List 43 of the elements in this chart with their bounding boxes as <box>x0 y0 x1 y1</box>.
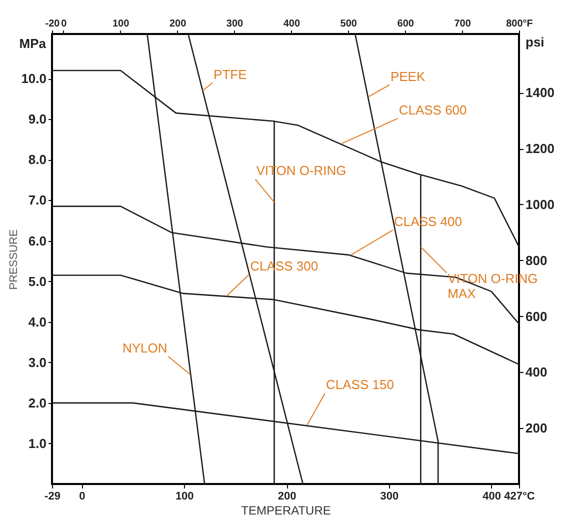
y-tick-label: 4.0 <box>28 314 46 330</box>
x2-tick-label: 500 <box>340 18 358 30</box>
x2-tick-label: -20 <box>45 18 60 30</box>
text: MPa <box>19 36 47 51</box>
y2-tick-label: 200 <box>526 420 548 436</box>
x-axis-title: TEMPERATURE <box>241 504 331 518</box>
x2-tick-label: 600 <box>397 18 414 30</box>
y-tick-label: 8.0 <box>28 152 46 168</box>
annotation: PTFE <box>214 66 248 82</box>
x-tick-label: 300 <box>380 490 399 502</box>
x2-tick-label: 300 <box>226 18 244 30</box>
x2-tick-label: 400 <box>283 18 300 30</box>
x2-tick-label: 0 <box>61 18 68 30</box>
x2-tick-label: 100 <box>112 18 130 30</box>
x-tick-label: 400 <box>482 490 502 502</box>
x-tick-label: -29 <box>44 490 60 502</box>
x2-tick-label: 700 <box>454 18 472 30</box>
y-tick-label: 10.0 <box>21 71 46 86</box>
y-tick-label: 1.0 <box>28 436 46 451</box>
y2-tick-label: 800 <box>526 252 548 268</box>
y-axis-title: PRESSURE <box>8 229 20 290</box>
y-tick-label: 9.0 <box>28 112 46 127</box>
y-tick-label: 3.0 <box>28 354 46 370</box>
y-tick-label: 7.0 <box>28 192 46 208</box>
x2-tick-label: 200 <box>169 18 187 30</box>
y2-tick-label: 1200 <box>526 141 554 156</box>
y-tick-label: 5.0 <box>28 274 46 289</box>
y2-axis-title: psi <box>526 34 544 50</box>
annotation: NYLON <box>122 340 168 356</box>
x-tick-label: 100 <box>175 490 194 502</box>
x-tick-label: 0 <box>79 490 86 502</box>
annotation: PEEK <box>390 68 426 84</box>
y-tick-label: 2.0 <box>28 395 46 410</box>
x-tick-label: 427°C <box>504 490 535 502</box>
y2-tick-label: 400 <box>526 364 548 380</box>
y2-tick-label: 600 <box>526 308 548 324</box>
y-tick-label: 6.0 <box>28 233 46 248</box>
x-tick-label: 200 <box>278 490 296 502</box>
x2-tick-label: 800°F <box>506 18 533 30</box>
annotation: CLASS 600 <box>398 102 467 118</box>
y2-tick-label: 1000 <box>526 196 554 212</box>
y2-tick-label: 1400 <box>526 85 554 100</box>
annotation: CLASS 150 <box>326 377 394 392</box>
